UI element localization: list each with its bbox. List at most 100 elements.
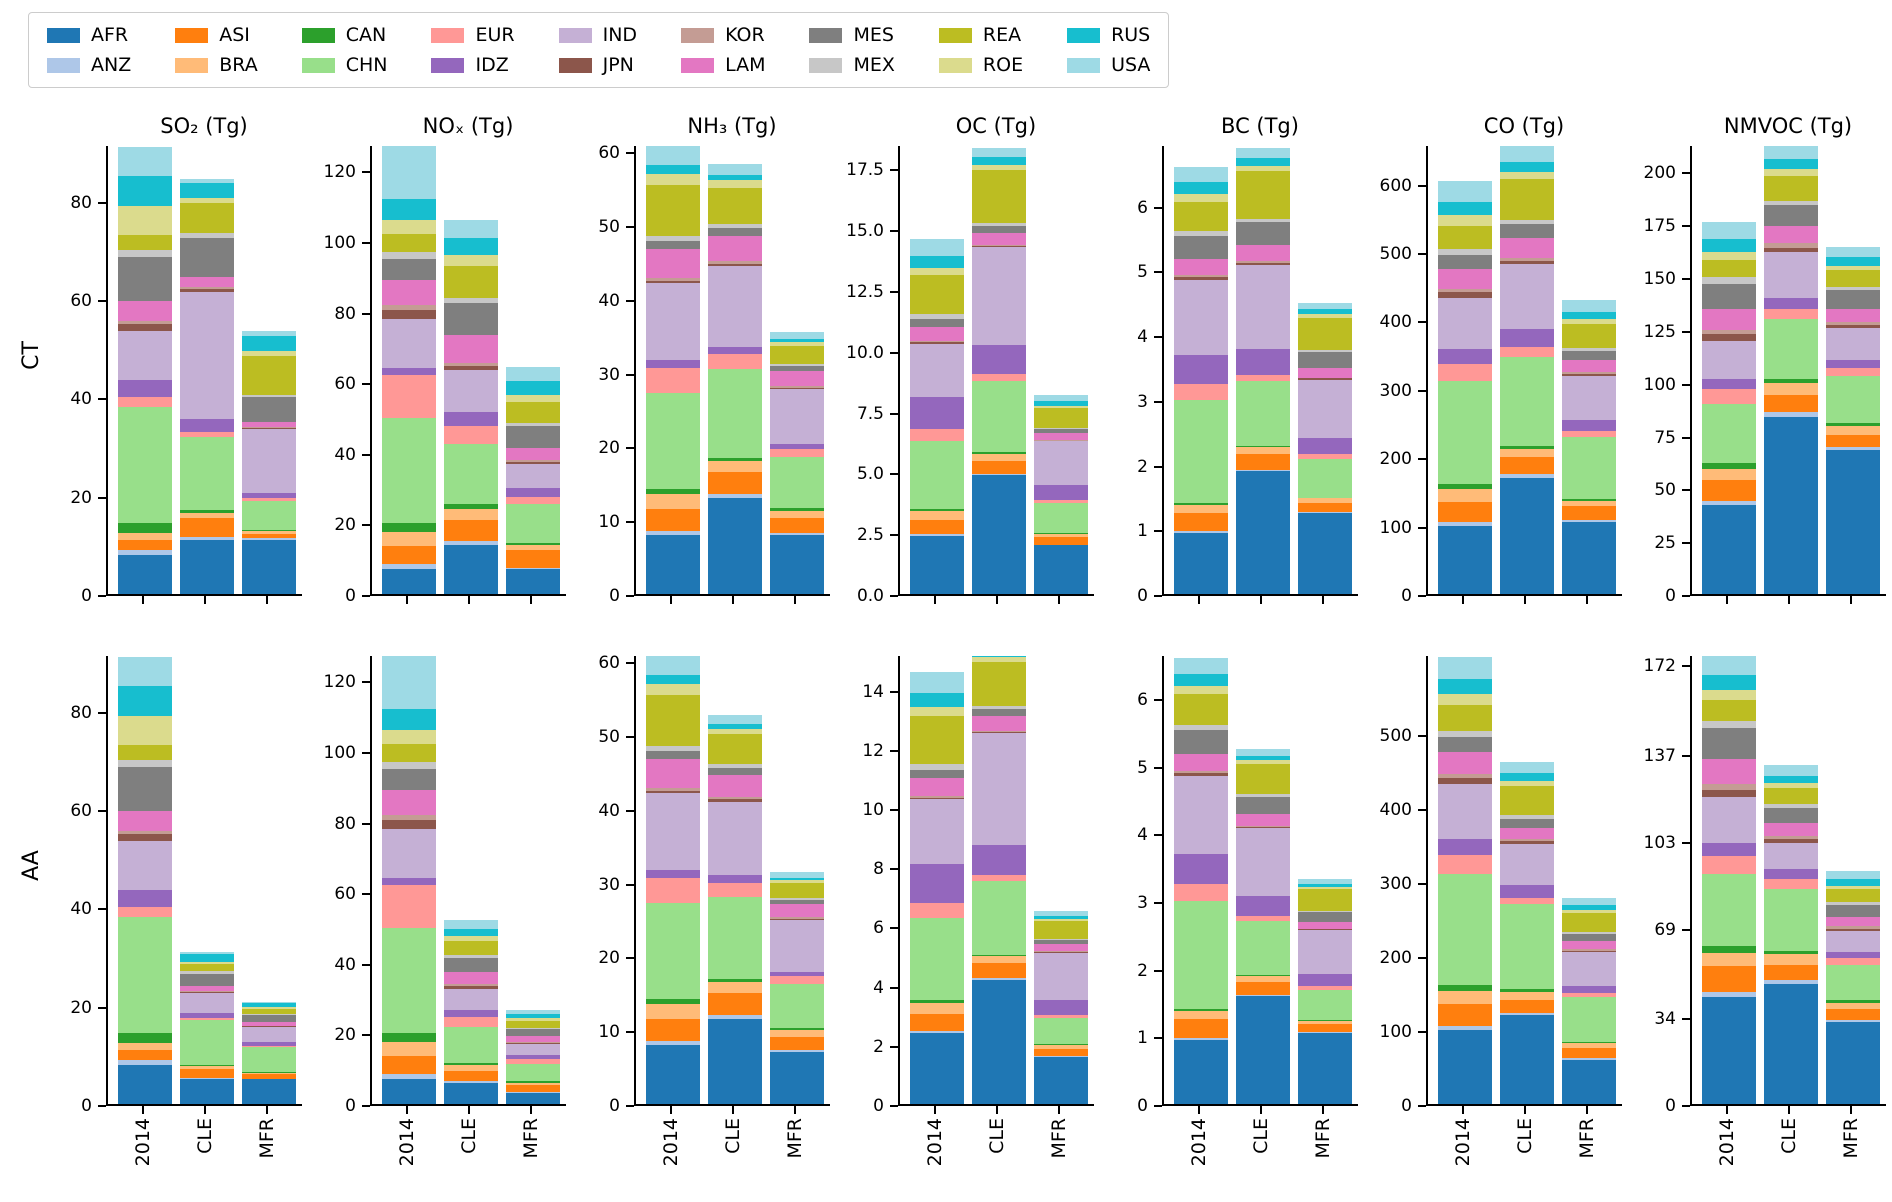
y-tick-label: 80 [70,192,92,213]
y-tick-mark [1154,271,1162,274]
bar-segment-can [1562,1041,1616,1044]
bar-segment-rea [972,661,1026,707]
bar-segment-jpn [1702,789,1756,798]
bar-segment-chn [382,927,436,1034]
y-axis-aa-nmvoc: 0 34 69 103 137 172 [1632,656,1690,1116]
panel-title-aa-nh3 [634,624,830,656]
bar-segment-can [646,489,700,495]
bar-segment-mex [910,763,964,770]
bar-segment-mes [1034,940,1088,944]
bar-segment-bra [910,1003,964,1014]
x-tick-label-cle: CLE [458,1118,480,1154]
bar-segment-mes [1236,796,1290,814]
bar-segment-bra [770,510,824,519]
y-tick-label: 20 [334,1025,356,1046]
bar-segment-can [118,1032,172,1043]
y-tick-mark [362,963,370,966]
bar-segment-rus [708,724,762,729]
bar-segment-jpn [1562,373,1616,376]
bar-segment-jpn [118,833,172,841]
bar-segment-asi [506,1085,560,1093]
legend-swatch-can-icon [301,27,335,43]
legend-label-lam: LAM [725,54,766,76]
bar-segment-rea [1034,921,1088,940]
bar-segment-jpn [1500,841,1554,845]
bar-segment-mex [708,224,762,229]
bar-segment-asi [1500,457,1554,475]
bar-segment-rus [1826,879,1880,886]
legend-swatch-afr-icon [47,27,80,43]
bar-segment-ind [1764,843,1818,869]
x-tick-mark [1524,1106,1526,1114]
bar-segment-anz [708,494,762,499]
bar-segment-mes [972,708,1026,716]
x-tick-mark [266,1106,268,1114]
y-tick-label: 0.0 [856,586,884,606]
y-tick-label: 20 [598,438,620,459]
plot-wrap-ct-bc: 0 1 2 3 4 5 6 [1104,146,1366,606]
bar-segment-jpn [1174,276,1228,281]
y-tick-mark [626,226,634,229]
bar-segment-mex [1826,902,1880,905]
bar-segment-rus [1764,158,1818,170]
bar-segment-can [1174,503,1228,506]
bar-segment-rea [910,716,964,764]
y-tick-mark [1418,1105,1426,1107]
bar-segment-usa [444,919,498,929]
bar-segment-usa [1764,765,1818,776]
bar-segment-eur [708,882,762,898]
bar-segment-kor [1174,770,1228,773]
bar-segment-mes [506,1028,560,1037]
bar-segment-kor [1236,825,1290,827]
bar-segment-chn [972,381,1026,452]
x-tick-label-cle: CLE [1514,1118,1536,1154]
bar-segment-rea [1298,317,1352,351]
x-tick-mark [1260,1106,1262,1114]
bar-segment-afr [1764,416,1818,594]
bar-segment-mes [1500,224,1554,238]
stacked-bar-cle [708,164,762,594]
bar-segment-rus [1500,161,1554,173]
bar-segment-kor [180,286,234,290]
y-tick-mark [1682,172,1690,175]
x-tick-mark [934,596,936,604]
stacked-bar-cle [1764,146,1818,594]
bar-segment-anz [770,532,824,535]
bar-segment-lam [180,276,234,287]
panel-aa-oc: 0 2 4 6 8 10 12 14 2014 CLE MFR [840,624,1102,1166]
bar-segment-ind [708,801,762,876]
bar-segment-can [1438,984,1492,991]
bar-segment-kor [382,814,436,820]
bar-segment-afr [180,539,234,594]
bar-segment-usa [708,714,762,725]
bar-segment-afr [1298,513,1352,594]
bar-segment-rea [1298,888,1352,911]
y-tick-mark [362,893,370,896]
bar-segment-jpn [646,280,700,283]
bar-segment-mex [1174,724,1228,730]
bar-segment-eur [646,877,700,904]
bar-segment-rus [972,656,1026,658]
bar-segment-mex [1702,277,1756,284]
bar-segment-kor [506,460,560,462]
bar-segment-chn [1826,376,1880,423]
bar-segment-idz [1034,485,1088,500]
y-tick-mark [362,453,370,456]
y-axis-aa-oc: 0 2 4 6 8 10 12 14 [840,656,898,1116]
stacked-bar-cle [708,714,762,1104]
bar-segment-rea [1500,785,1554,816]
bar-segment-lam [118,811,172,832]
bar-segment-lam [1034,943,1088,952]
bar-segment-usa [1034,394,1088,401]
bar-segment-rea [1034,408,1088,428]
y-tick-mark [1682,928,1690,931]
bar-segment-bra [1174,1011,1228,1020]
bar-segment-ind [1174,775,1228,854]
bar-segment-anz [1562,1058,1616,1060]
bar-segment-afr [646,1044,700,1104]
stacked-bar-cle [972,147,1026,594]
bar-segment-mes [1764,205,1818,227]
bar-segment-ind [1702,797,1756,844]
plot-wrap-aa-nox: 0 20 40 60 80 100 120 2014 CLE MFR [312,656,574,1166]
bar-segment-rus [1174,182,1228,194]
